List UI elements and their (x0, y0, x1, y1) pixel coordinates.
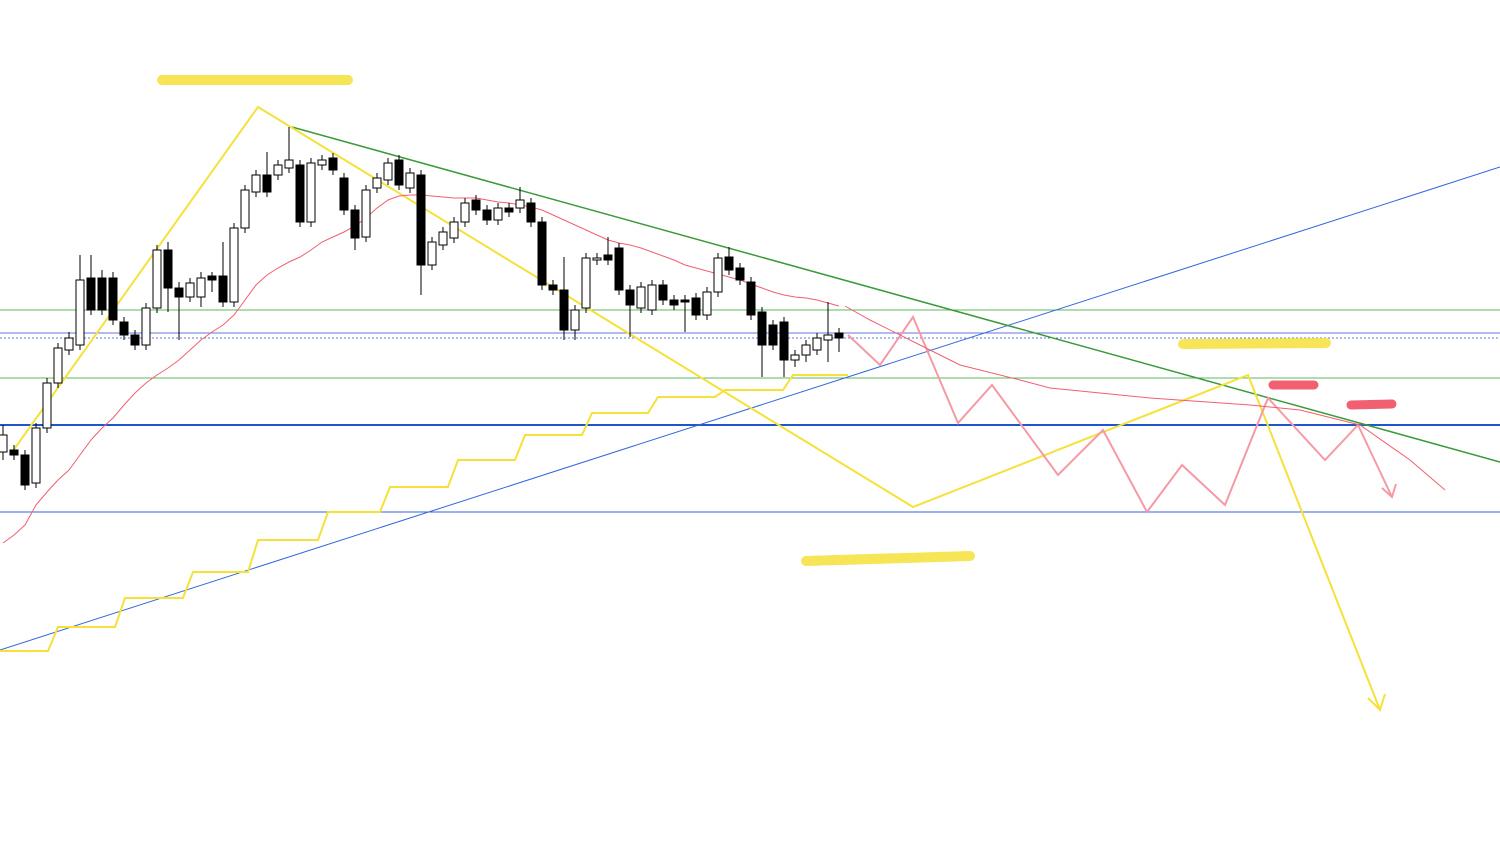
candle-body (163, 249, 173, 289)
arrow-head (1381, 483, 1397, 499)
candle-body (218, 275, 228, 303)
highlight (1346, 399, 1397, 410)
candle-body (812, 337, 822, 351)
candle-body (416, 174, 426, 266)
candle-body (295, 164, 305, 223)
candle-body (141, 307, 151, 346)
candle-body (284, 159, 294, 169)
candle-body (647, 284, 657, 311)
candle-body (636, 286, 646, 309)
step-line (0, 374, 848, 652)
candle-body (196, 277, 206, 298)
candle-body (801, 344, 811, 356)
candle-body (317, 159, 327, 166)
candle-body (592, 257, 602, 261)
candle-body (449, 221, 459, 239)
candle-body (119, 321, 129, 336)
highlight (1178, 338, 1331, 349)
candle-body (724, 256, 734, 271)
zigzag-path (847, 314, 1393, 514)
candle-body (31, 427, 41, 484)
arrow-head (1367, 693, 1386, 712)
candle-body (702, 291, 712, 316)
candle-body (0, 434, 8, 453)
candle-body (713, 257, 723, 293)
candle-body (20, 454, 30, 486)
candle-body (86, 277, 96, 311)
candle-body (108, 277, 118, 321)
candle-body (9, 449, 19, 456)
candle-body (229, 227, 239, 303)
candle-body (515, 199, 525, 209)
candle-body (504, 207, 514, 213)
candle-body (361, 189, 371, 238)
candle-body (306, 162, 316, 223)
candle-body (251, 174, 261, 193)
candle-body (482, 209, 492, 221)
candle-body (75, 279, 85, 346)
candle-body (603, 254, 613, 261)
candle-body (64, 337, 74, 351)
ma-projection (844, 305, 1446, 491)
candle-body (757, 311, 767, 346)
candle-body (526, 202, 536, 223)
candle-body (273, 164, 283, 176)
candle-body (669, 299, 679, 306)
candle-body (493, 207, 503, 221)
candle-body (570, 309, 580, 331)
candle-body (581, 257, 591, 309)
candle-body (680, 299, 690, 303)
candle-body (240, 189, 250, 229)
candle-body (658, 284, 668, 301)
candle-body (130, 334, 140, 346)
highlight (801, 551, 975, 566)
zigzag-path (9, 105, 1381, 711)
candle-body (185, 282, 195, 298)
annotations (0, 75, 1500, 712)
candle-body (97, 277, 107, 311)
candle-body (42, 382, 52, 429)
candle-body (427, 241, 437, 266)
candle-body (262, 174, 272, 193)
candle-body (350, 209, 360, 239)
candle-body (559, 289, 569, 331)
candle-body (339, 177, 349, 211)
candle-body (625, 289, 635, 306)
candle-body (372, 177, 382, 189)
trend-line (291, 126, 1500, 463)
candle-body (537, 221, 547, 286)
candle-body (207, 275, 217, 281)
candle-body (779, 321, 789, 361)
candle-body (460, 202, 470, 223)
candle-body (823, 334, 833, 341)
candle-body (834, 332, 844, 339)
candle-body (383, 162, 393, 181)
candle-body (152, 249, 162, 309)
candle-body (53, 347, 63, 384)
candle-body (405, 172, 415, 189)
candle-body (768, 324, 778, 346)
candle-body (746, 281, 756, 316)
candle-body (691, 297, 701, 316)
candle-body (174, 287, 184, 298)
candle-body (614, 247, 624, 291)
candle-body (548, 284, 558, 291)
candle-body (438, 231, 448, 246)
candle-body (735, 267, 745, 281)
candle-body (790, 354, 800, 361)
candle-body (471, 199, 481, 211)
candle-body (394, 159, 404, 186)
candle-body (328, 157, 338, 171)
